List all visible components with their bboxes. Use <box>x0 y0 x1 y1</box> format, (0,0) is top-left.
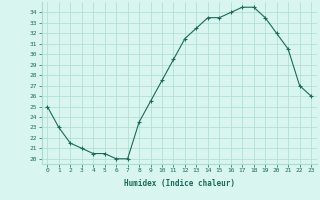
X-axis label: Humidex (Indice chaleur): Humidex (Indice chaleur) <box>124 179 235 188</box>
